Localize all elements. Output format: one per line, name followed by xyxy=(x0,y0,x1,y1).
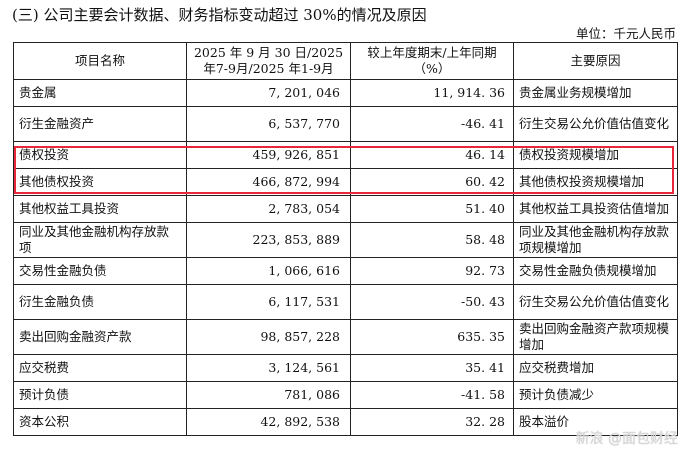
item-reason: 应交税费增加 xyxy=(513,354,678,382)
table-header-row: 项目名称 2025 年 9 月 30 日/2025 年7-9月/2025 年1-… xyxy=(13,42,678,80)
item-change: -46. 41 xyxy=(350,106,514,142)
table-row: 资本公积 42, 892, 538 32. 28 股本溢价 xyxy=(13,408,678,436)
item-name: 衍生金融负债 xyxy=(13,284,187,320)
item-change: 35. 41 xyxy=(350,354,514,382)
item-value: 42, 892, 538 xyxy=(186,408,351,436)
item-reason: 其他权益工具投资估值增加 xyxy=(513,195,678,223)
item-change: 46. 14 xyxy=(350,141,514,169)
item-change: 92. 73 xyxy=(350,257,514,285)
item-name: 债权投资 xyxy=(13,141,187,169)
table-row: 预计负债 781, 086 -41. 58 预计负债减少 xyxy=(13,381,678,409)
item-value: 6, 117, 531 xyxy=(186,284,351,320)
item-name: 资本公积 xyxy=(13,408,187,436)
item-name: 同业及其他金融机构存放款项 xyxy=(13,222,187,258)
item-value: 98, 857, 228 xyxy=(186,319,351,355)
table-row: 同业及其他金融机构存放款项 223, 853, 889 58. 48 同业及其他… xyxy=(13,222,678,258)
item-reason: 贵金属业务规模增加 xyxy=(513,79,678,107)
table-row: 交易性金融负债 1, 066, 616 92. 73 交易性金融负债规模增加 xyxy=(13,257,678,285)
item-reason: 其他债权投资规模增加 xyxy=(513,168,678,196)
table-row: 贵金属 7, 201, 046 11, 914. 36 贵金属业务规模增加 xyxy=(13,79,678,107)
header-period: 2025 年 9 月 30 日/2025 年7-9月/2025 年1-9月 xyxy=(186,42,351,80)
item-value: 223, 853, 889 xyxy=(186,222,351,258)
item-value: 466, 872, 994 xyxy=(186,168,351,196)
table-row: 债权投资 459, 926, 851 46. 14 债权投资规模增加 xyxy=(13,141,678,169)
item-change: -41. 58 xyxy=(350,381,514,409)
table-row: 衍生金融资产 6, 537, 770 -46. 41 衍生交易公允价值估值变化 xyxy=(13,106,678,142)
table-row: 应交税费 3, 124, 561 35. 41 应交税费增加 xyxy=(13,354,678,382)
item-change: 60. 42 xyxy=(350,168,514,196)
item-name: 应交税费 xyxy=(13,354,187,382)
item-name: 其他权益工具投资 xyxy=(13,195,187,223)
item-change: 635. 35 xyxy=(350,319,514,355)
item-reason: 预计负债减少 xyxy=(513,381,678,409)
table-row: 其他权益工具投资 2, 783, 054 51. 40 其他权益工具投资估值增加 xyxy=(13,195,678,223)
item-reason: 股本溢价 xyxy=(513,408,678,436)
unit-label: 单位：千元人民币 xyxy=(575,26,676,41)
header-change: 较上年度期末/上年同期（%） xyxy=(350,42,514,80)
item-change: 32. 28 xyxy=(350,408,514,436)
item-change: 58. 48 xyxy=(350,222,514,258)
item-name: 其他债权投资 xyxy=(13,168,187,196)
item-name: 贵金属 xyxy=(13,79,187,107)
item-reason: 同业及其他金融机构存放款项规模增加 xyxy=(513,222,678,258)
item-reason: 交易性金融负债规模增加 xyxy=(513,257,678,285)
item-reason: 衍生交易公允价值估值变化 xyxy=(513,284,678,320)
item-value: 1, 066, 616 xyxy=(186,257,351,285)
item-value: 781, 086 xyxy=(186,381,351,409)
item-value: 7, 201, 046 xyxy=(186,79,351,107)
table-row: 衍生金融负债 6, 117, 531 -50. 43 衍生交易公允价值估值变化 xyxy=(13,284,678,320)
item-change: -50. 43 xyxy=(350,284,514,320)
item-value: 2, 783, 054 xyxy=(186,195,351,223)
item-value: 6, 537, 770 xyxy=(186,106,351,142)
item-reason: 卖出回购金融资产款项规模增加 xyxy=(513,319,678,355)
item-value: 459, 926, 851 xyxy=(186,141,351,169)
item-name: 交易性金融负债 xyxy=(13,257,187,285)
item-reason: 衍生交易公允价值估值变化 xyxy=(513,106,678,142)
table-row: 卖出回购金融资产款 98, 857, 228 635. 35 卖出回购金融资产款… xyxy=(13,319,678,355)
section-title: (三) 公司主要会计数据、财务指标变动超过 30%的情况及原因 xyxy=(12,6,427,24)
item-name: 预计负债 xyxy=(13,381,187,409)
financial-data-table: 项目名称 2025 年 9 月 30 日/2025 年7-9月/2025 年1-… xyxy=(13,42,678,436)
header-reason: 主要原因 xyxy=(513,42,678,80)
item-change: 51. 40 xyxy=(350,195,514,223)
item-name: 衍生金融资产 xyxy=(13,106,187,142)
item-change: 11, 914. 36 xyxy=(350,79,514,107)
item-reason: 债权投资规模增加 xyxy=(513,141,678,169)
item-value: 3, 124, 561 xyxy=(186,354,351,382)
watermark: 新浪 @面包财经 xyxy=(575,431,678,447)
header-item-name: 项目名称 xyxy=(13,42,187,80)
table-row: 其他债权投资 466, 872, 994 60. 42 其他债权投资规模增加 xyxy=(13,168,678,196)
item-name: 卖出回购金融资产款 xyxy=(13,319,187,355)
